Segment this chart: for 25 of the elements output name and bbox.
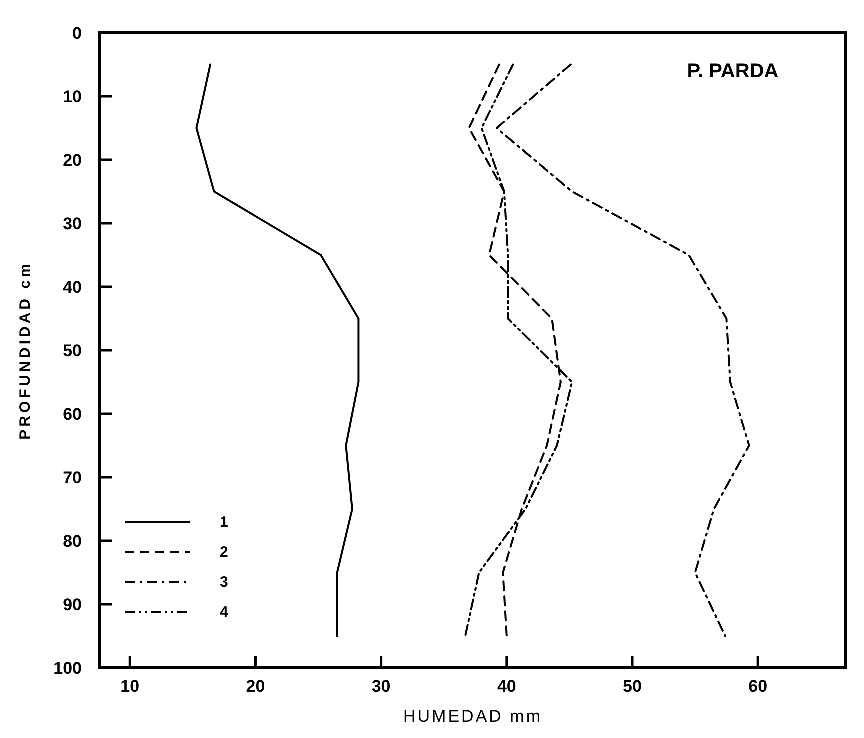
x-tick-label: 10 (120, 677, 140, 696)
y-tick-label: 60 (63, 404, 82, 424)
y-tick-label: 80 (63, 532, 82, 551)
x-tick-label: 60 (748, 677, 768, 696)
y-tick-label: 100 (54, 658, 82, 678)
x-tick-label: 30 (372, 677, 391, 696)
y-tick-label: 70 (63, 468, 82, 488)
legend-label: 3 (220, 574, 228, 592)
line-series (196, 64, 360, 638)
y-tick-label: 40 (63, 278, 82, 297)
y-tick-label: 90 (63, 595, 82, 614)
legend-label: 2 (220, 544, 228, 562)
legend-label: 1 (220, 514, 228, 532)
y-tick-label: 20 (63, 150, 82, 170)
x-tick-label: 20 (246, 677, 266, 696)
x-tick-label: 40 (497, 677, 516, 696)
x-tick-label: 50 (623, 677, 642, 696)
y-axis-title: PROFUNDIDAD cm (17, 261, 34, 440)
legend-label: 4 (220, 604, 229, 622)
text: P. PARDA (687, 60, 779, 82)
y-tick-label: 30 (63, 214, 82, 234)
y-tick-label: 50 (63, 341, 82, 360)
x-axis-title: HUMEDAD mm (404, 707, 542, 726)
y-tick-label: 0 (72, 24, 82, 43)
y-tick-label: 10 (63, 87, 82, 106)
